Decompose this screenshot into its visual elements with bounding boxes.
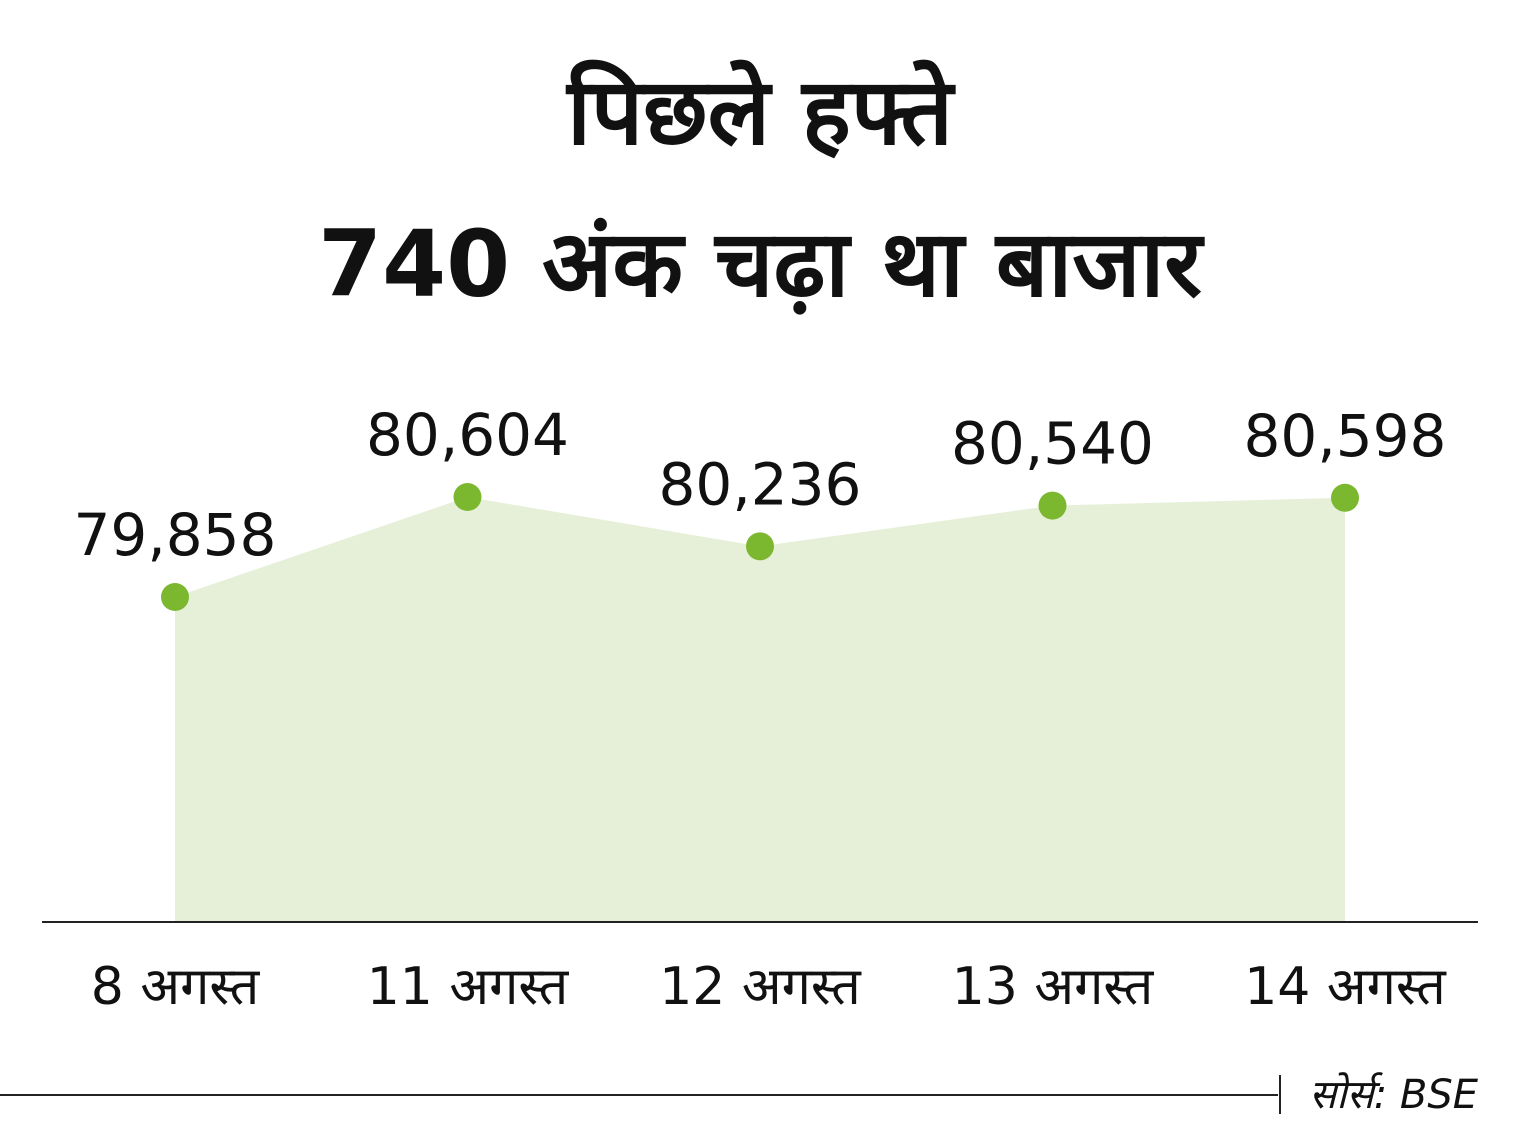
source: सोर्स: BSE <box>1309 1072 1478 1118</box>
x-tick-label: 8 अगस्त <box>91 957 261 1017</box>
data-label: 80,540 <box>951 410 1154 478</box>
chart-title: पिछले हफ्ते <box>565 58 956 165</box>
data-point <box>453 483 482 511</box>
x-tick-label: 13 अगस्त <box>952 957 1155 1017</box>
x-tick-label: 14 अगस्त <box>1244 957 1447 1017</box>
data-point <box>746 532 774 561</box>
x-tick-label: 11 अगस्त <box>367 957 570 1017</box>
data-label: 79,858 <box>74 501 277 569</box>
data-label: 80,604 <box>366 401 569 469</box>
data-point <box>1331 483 1359 512</box>
data-label: 80,236 <box>659 450 862 518</box>
area <box>175 497 1345 921</box>
data-point <box>1038 491 1067 520</box>
chart-title: 740 अंक चढ़ा था बाजार <box>318 210 1205 317</box>
data-label: 80,598 <box>1244 402 1447 470</box>
x-tick-label: 12 अगस्त <box>659 957 862 1017</box>
data-point <box>161 583 189 611</box>
